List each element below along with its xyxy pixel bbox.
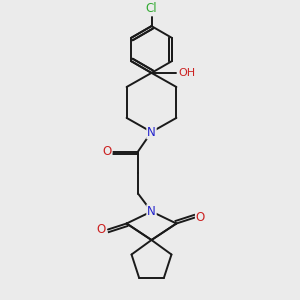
Text: N: N bbox=[147, 125, 156, 139]
Text: O: O bbox=[103, 145, 112, 158]
Text: O: O bbox=[196, 211, 205, 224]
Text: Cl: Cl bbox=[146, 2, 157, 16]
Text: N: N bbox=[147, 205, 156, 218]
Text: O: O bbox=[97, 223, 106, 236]
Text: OH: OH bbox=[178, 68, 195, 78]
